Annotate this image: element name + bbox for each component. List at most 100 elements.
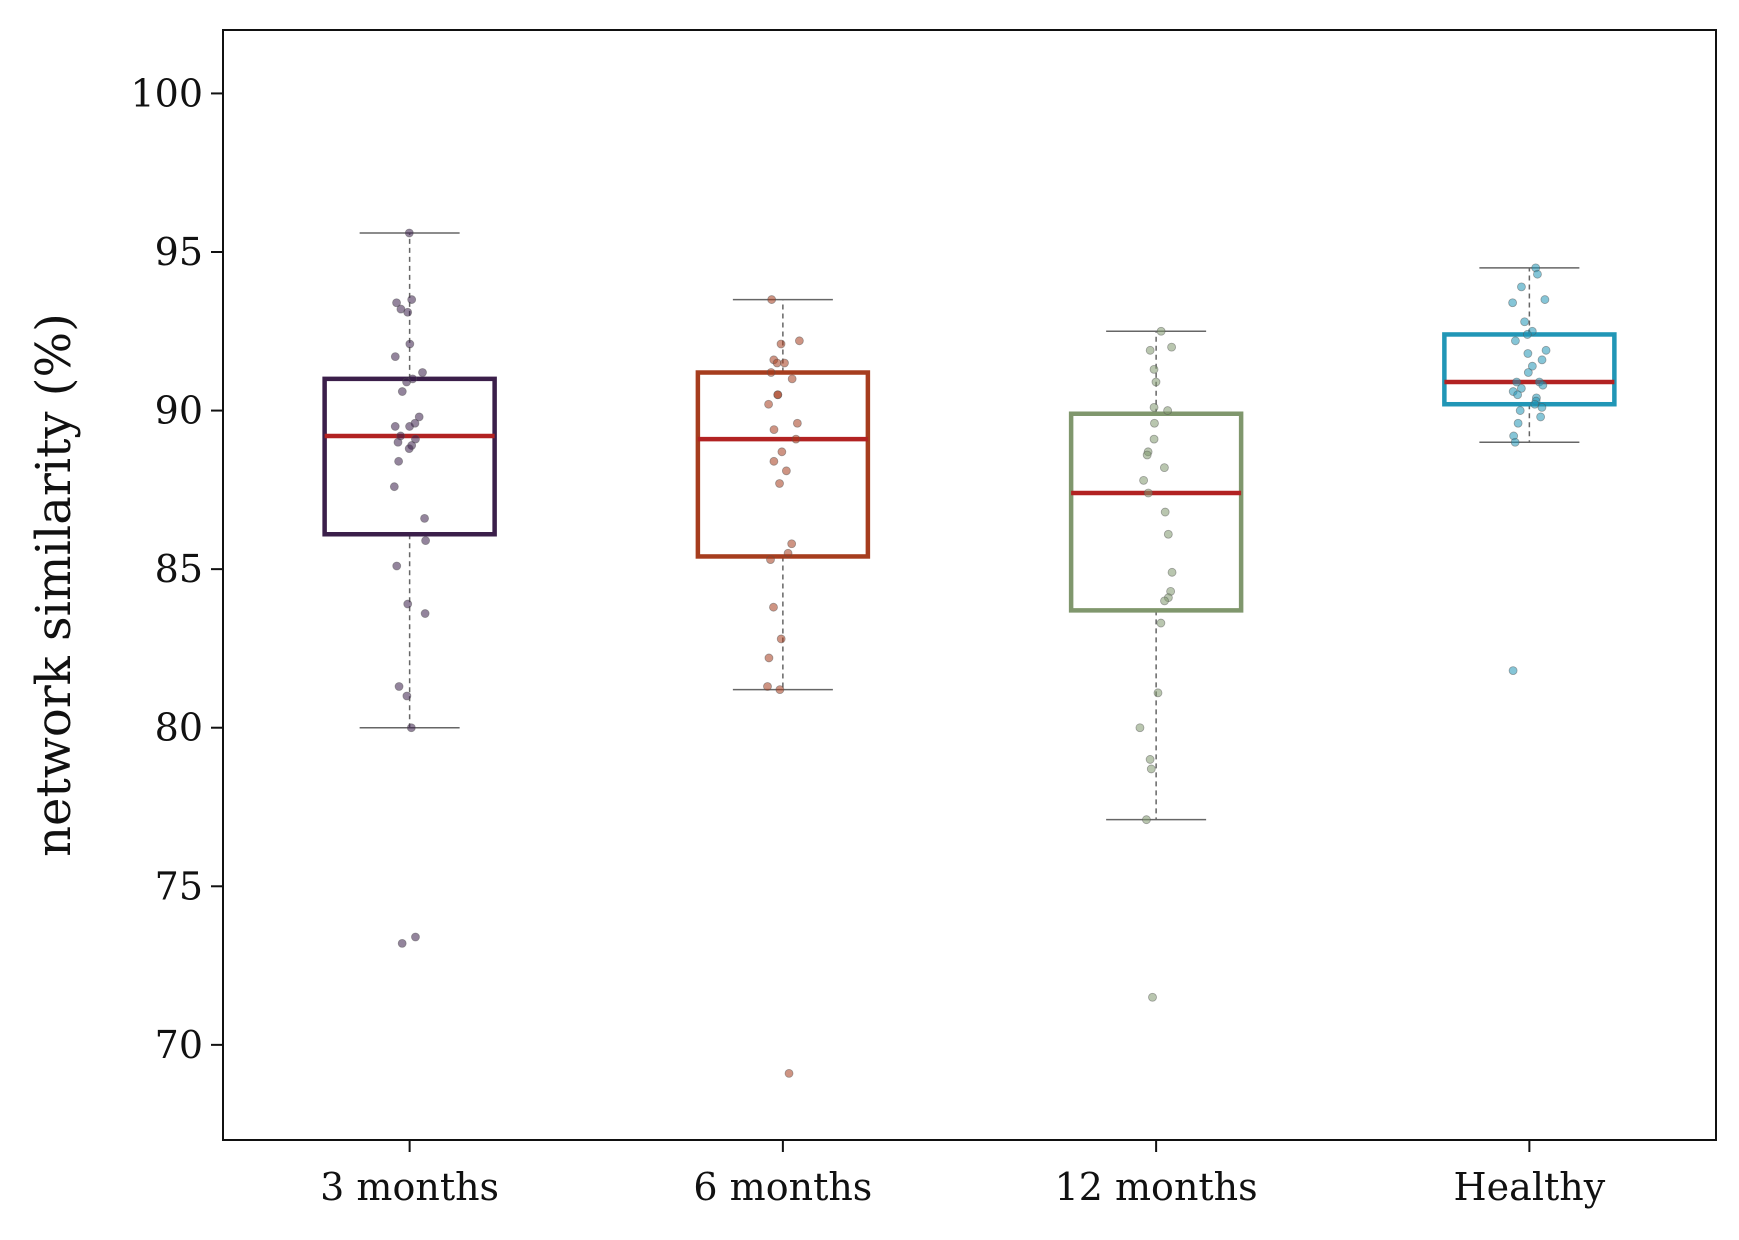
data-point: [407, 295, 417, 304]
data-point: [405, 422, 414, 431]
data-point: [411, 932, 420, 942]
data-point: [1167, 342, 1177, 352]
data-point: [402, 377, 411, 387]
data-point: [1511, 336, 1520, 346]
data-point: [1508, 666, 1518, 676]
y-tick-label: 90: [155, 389, 203, 433]
data-point: [787, 539, 797, 549]
data-point: [1146, 764, 1156, 774]
data-point: [1517, 282, 1526, 292]
x-tick-label: Healthy: [1454, 1165, 1606, 1209]
data-point: [1149, 402, 1159, 412]
data-point: [1156, 618, 1166, 628]
data-point: [1523, 349, 1533, 358]
data-point: [784, 1069, 794, 1078]
y-axis: 70 75 80 85 90 95 100: [130, 71, 223, 1067]
data-point: [1142, 450, 1152, 460]
points-layer: [389, 228, 1551, 1078]
data-point: [1156, 326, 1166, 336]
data-point: [1530, 399, 1540, 409]
data-point: [764, 653, 774, 663]
data-point: [1538, 380, 1548, 390]
data-point: [775, 479, 784, 488]
data-point: [794, 336, 804, 346]
data-point: [1135, 723, 1145, 733]
data-point: [404, 444, 414, 454]
y-tick-label: 95: [155, 230, 203, 274]
data-point: [1527, 361, 1537, 371]
data-point: [1149, 434, 1159, 444]
data-point: [1150, 418, 1159, 428]
data-point: [1533, 269, 1542, 279]
x-axis: 3 months 6 months 12 months Healthy: [320, 1140, 1606, 1209]
x-tick-label: 6 months: [693, 1165, 872, 1209]
data-point: [420, 609, 430, 618]
data-point: [392, 561, 402, 571]
y-tick-label: 75: [155, 864, 203, 908]
data-point: [397, 387, 407, 396]
data-point: [411, 434, 420, 444]
x-tick-label: 3 months: [320, 1165, 499, 1209]
data-point: [1167, 567, 1177, 577]
data-point: [769, 456, 779, 466]
data-point: [1512, 377, 1522, 387]
plot-frame: [222, 29, 1717, 1141]
data-point: [1160, 507, 1170, 517]
data-point: [394, 682, 404, 691]
data-point: [777, 447, 787, 457]
data-point: [421, 536, 431, 545]
data-point: [402, 691, 412, 701]
data-point: [394, 456, 404, 466]
data-point: [776, 339, 786, 349]
data-point: [1151, 377, 1161, 387]
data-point: [1510, 437, 1520, 447]
data-point: [1163, 529, 1173, 539]
data-point: [403, 307, 413, 317]
data-point: [420, 514, 429, 523]
data-point: [1540, 295, 1550, 304]
data-point: [775, 685, 785, 695]
data-point: [1160, 596, 1169, 606]
data-point: [1515, 406, 1525, 415]
data-point: [1513, 390, 1523, 400]
data-point: [404, 228, 414, 238]
data-point: [1149, 364, 1159, 374]
data-point: [776, 634, 786, 644]
data-point: [763, 682, 772, 691]
data-point: [1536, 412, 1546, 422]
data-point: [393, 437, 403, 447]
data-point: [392, 298, 401, 308]
y-tick-label: 80: [155, 706, 203, 750]
y-tick-label: 100: [130, 71, 203, 115]
data-point: [787, 374, 797, 384]
data-point: [792, 418, 802, 428]
data-point: [783, 548, 793, 558]
data-point: [1537, 402, 1547, 412]
data-point: [1513, 418, 1523, 428]
data-point: [397, 938, 407, 948]
data-point: [1159, 463, 1169, 473]
y-tick-label: 70: [155, 1023, 203, 1067]
data-point: [773, 390, 783, 400]
data-point: [389, 482, 399, 492]
data-point: [1541, 345, 1551, 355]
data-point: [1508, 298, 1518, 308]
data-point: [405, 339, 415, 349]
data-point: [1516, 383, 1526, 393]
data-point: [1143, 488, 1153, 498]
data-point: [1153, 688, 1163, 698]
data-point: [1163, 406, 1173, 415]
data-point: [769, 602, 778, 612]
x-tick-label: 12 months: [1055, 1165, 1258, 1209]
data-point: [1523, 368, 1533, 377]
data-point: [1145, 755, 1155, 764]
box-iqr: [695, 370, 871, 559]
data-point: [764, 399, 773, 409]
data-point: [1522, 330, 1532, 339]
box-iqr: [1068, 411, 1244, 613]
data-point: [769, 425, 779, 435]
data-point: [406, 723, 416, 733]
data-point: [780, 358, 789, 368]
